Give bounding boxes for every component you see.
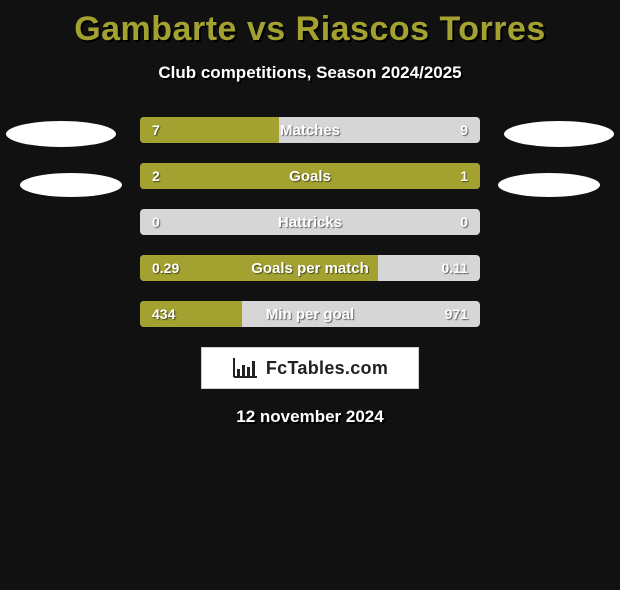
- stat-bar-fill-left: [140, 117, 279, 143]
- stat-bar-fill-left: [140, 163, 480, 189]
- brand-badge: FcTables.com: [201, 347, 419, 389]
- comparison-date: 12 november 2024: [0, 407, 620, 427]
- stat-bar-fill-left: [140, 301, 242, 327]
- stat-row: 434Min per goal971: [140, 301, 480, 327]
- stat-row: 7Matches9: [140, 117, 480, 143]
- player-shape-right-1: [504, 121, 614, 147]
- stat-bars-container: 7Matches9 2Goals1 0Hattricks0 0.29Goals per…: [140, 117, 480, 327]
- comparison-title: Gambarte vs Riascos Torres: [0, 10, 620, 49]
- stats-zone: 7Matches9 2Goals1 0Hattricks0 0.29Goals per…: [0, 117, 620, 327]
- player-shape-left-1: [6, 121, 116, 147]
- player-shape-left-2: [20, 173, 122, 197]
- stat-bar-fill-left: [140, 255, 378, 281]
- stat-row: 0Hattricks0: [140, 209, 480, 235]
- player-shape-right-2: [498, 173, 600, 197]
- comparison-subtitle: Club competitions, Season 2024/2025: [0, 63, 620, 83]
- chart-icon: [232, 357, 258, 379]
- stat-row: 0.29Goals per match0.11: [140, 255, 480, 281]
- stat-row: 2Goals1: [140, 163, 480, 189]
- stat-bar-bg: [140, 209, 480, 235]
- brand-text: FcTables.com: [266, 358, 388, 379]
